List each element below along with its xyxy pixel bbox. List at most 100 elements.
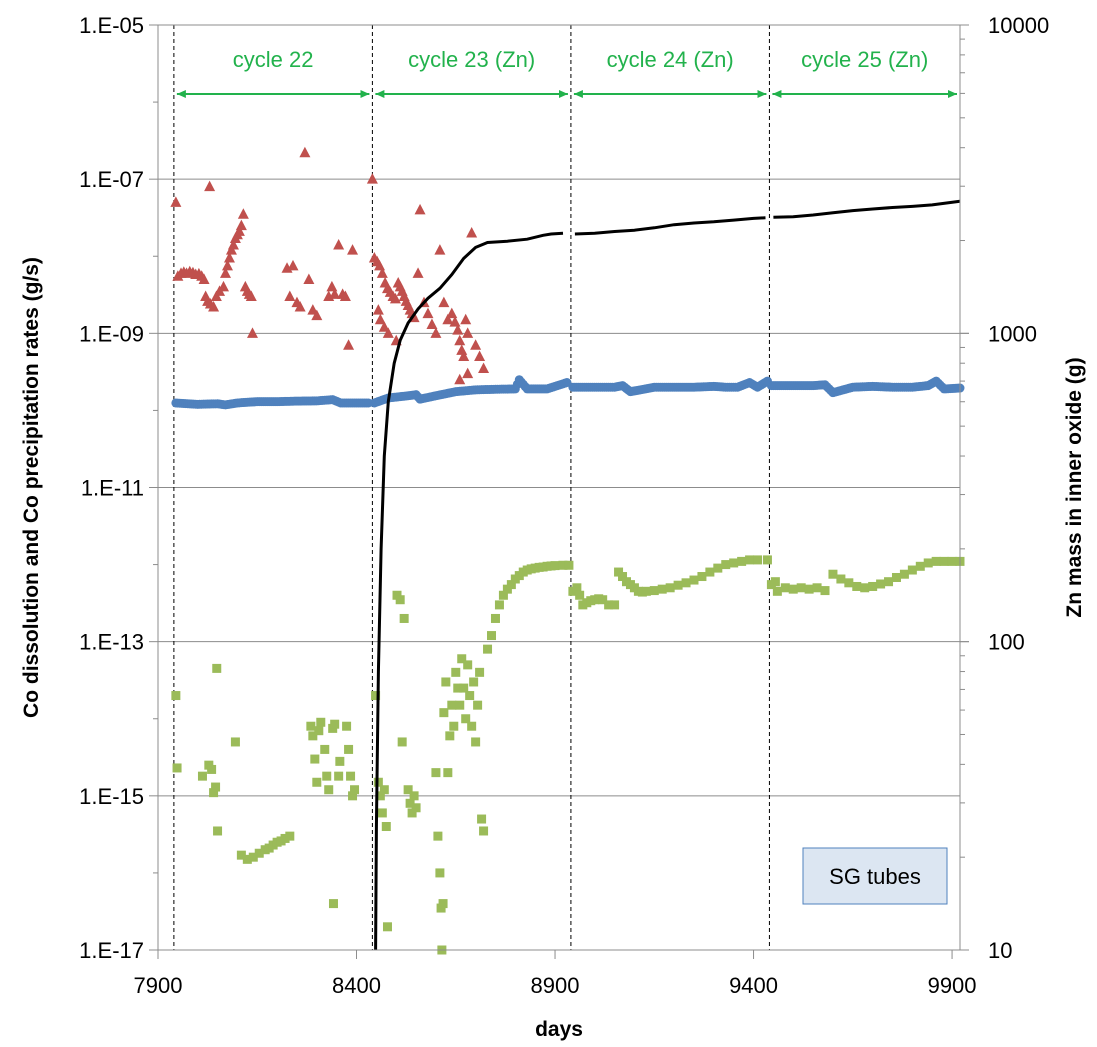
square-point bbox=[575, 590, 585, 600]
square-point bbox=[453, 683, 463, 693]
square-point bbox=[439, 708, 449, 718]
square-point bbox=[308, 731, 318, 741]
square-point bbox=[344, 744, 354, 754]
triangle-point bbox=[221, 259, 233, 271]
triangle-point bbox=[389, 292, 401, 304]
square-point bbox=[502, 584, 512, 594]
square-point bbox=[212, 663, 222, 673]
square-point bbox=[171, 691, 181, 701]
y-tick-label: 1.E-09 bbox=[79, 321, 144, 346]
square-point bbox=[737, 556, 747, 566]
triangle-point bbox=[438, 296, 450, 308]
square-point bbox=[604, 600, 614, 610]
triangle-point bbox=[284, 290, 296, 302]
square-point bbox=[618, 572, 628, 582]
triangle-point bbox=[219, 267, 231, 278]
square-point bbox=[330, 719, 340, 729]
square-point bbox=[322, 771, 332, 781]
square-point bbox=[564, 560, 574, 570]
square-point bbox=[820, 586, 830, 596]
square-point bbox=[884, 577, 894, 587]
triangle-point bbox=[235, 219, 247, 231]
triangle-point bbox=[198, 273, 210, 284]
square-point bbox=[477, 814, 487, 824]
square-point bbox=[860, 583, 870, 593]
square-point bbox=[335, 756, 345, 766]
square-point bbox=[852, 581, 862, 591]
y-tick-label: 1.E-13 bbox=[79, 630, 144, 655]
triangle-point bbox=[343, 339, 355, 350]
square-point bbox=[796, 583, 806, 593]
square-point bbox=[381, 822, 391, 832]
square-point bbox=[411, 803, 421, 813]
triangle-point bbox=[223, 251, 235, 263]
y-tick-label: 1.E-07 bbox=[79, 167, 144, 192]
square-point bbox=[431, 768, 441, 778]
triangle-point bbox=[470, 339, 482, 350]
square-point bbox=[483, 644, 493, 654]
x-tick-label: 8400 bbox=[332, 973, 381, 998]
square-point bbox=[447, 700, 457, 710]
square-point bbox=[409, 791, 419, 801]
x-tick-label: 9400 bbox=[729, 973, 778, 998]
square-point bbox=[230, 737, 240, 747]
triangle-point bbox=[474, 350, 486, 362]
square-point bbox=[558, 560, 568, 570]
square-point bbox=[324, 785, 334, 795]
square-point bbox=[788, 584, 798, 594]
triangle-point bbox=[245, 290, 257, 302]
cycle-label: cycle 25 (Zn) bbox=[801, 47, 928, 72]
triangle-point bbox=[372, 304, 384, 315]
square-point bbox=[550, 561, 560, 571]
square-point bbox=[407, 808, 417, 818]
triangle-point bbox=[412, 267, 424, 278]
triangle-point bbox=[333, 238, 345, 250]
square-point bbox=[248, 852, 258, 862]
square-point bbox=[348, 791, 358, 801]
square-point bbox=[812, 583, 822, 593]
square-point bbox=[254, 848, 264, 858]
square-point bbox=[375, 791, 385, 801]
zn-mass-line bbox=[374, 231, 564, 951]
y2-tick-label: 100 bbox=[988, 630, 1025, 655]
x-axis-title: days bbox=[535, 1018, 583, 1041]
triangle-point bbox=[462, 367, 474, 379]
triangle-point bbox=[378, 321, 390, 332]
y2-tick-label: 10 bbox=[988, 938, 1012, 963]
square-point bbox=[705, 567, 715, 577]
square-point bbox=[382, 922, 392, 932]
triangle-point bbox=[449, 316, 461, 327]
triangle-point bbox=[227, 238, 239, 250]
square-point bbox=[377, 808, 387, 818]
annotation-box: SG tubes bbox=[802, 847, 948, 905]
y-tick-label: 1.E-11 bbox=[81, 476, 144, 501]
square-point bbox=[433, 831, 443, 841]
square-point bbox=[209, 788, 219, 798]
square-point bbox=[213, 826, 223, 836]
square-point bbox=[770, 577, 780, 587]
square-point bbox=[610, 600, 620, 610]
triangle-point bbox=[414, 203, 426, 215]
square-point bbox=[598, 595, 608, 605]
square-point bbox=[729, 558, 739, 568]
square-point bbox=[836, 574, 846, 584]
square-point bbox=[465, 691, 475, 701]
square-point bbox=[649, 586, 659, 596]
square-point bbox=[467, 721, 477, 731]
square-point bbox=[403, 785, 413, 795]
square-point bbox=[673, 580, 683, 590]
square-point bbox=[435, 868, 445, 878]
square-point bbox=[689, 575, 699, 585]
y2-axis-title: Zn mass in inner oxide (g) bbox=[1063, 357, 1086, 617]
triangle-point bbox=[294, 300, 306, 312]
square-point bbox=[455, 700, 465, 710]
square-point bbox=[197, 771, 207, 781]
triangle-point bbox=[208, 300, 220, 312]
square-point bbox=[397, 737, 407, 747]
data-marks bbox=[170, 146, 965, 955]
square-point bbox=[475, 667, 485, 677]
square-point bbox=[451, 667, 461, 677]
triangle-point bbox=[442, 313, 454, 325]
